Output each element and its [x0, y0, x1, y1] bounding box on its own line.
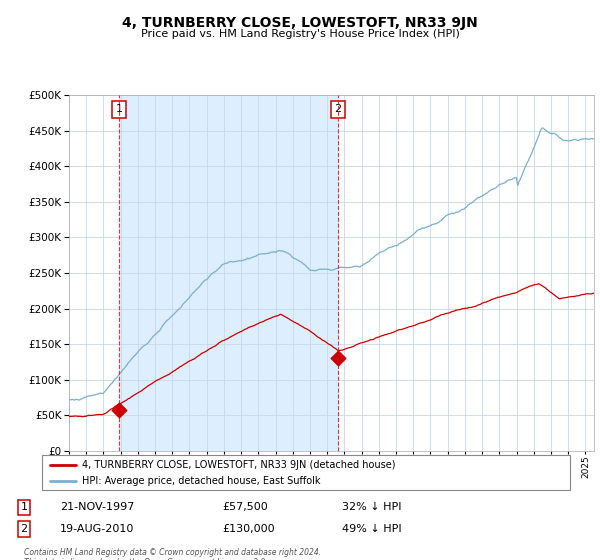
Text: HPI: Average price, detached house, East Suffolk: HPI: Average price, detached house, East…	[82, 475, 320, 486]
Text: 21-NOV-1997: 21-NOV-1997	[60, 502, 134, 512]
Text: £130,000: £130,000	[222, 524, 275, 534]
Text: 1: 1	[20, 502, 28, 512]
Point	[333, 354, 343, 363]
Point	[114, 405, 124, 414]
FancyBboxPatch shape	[42, 455, 570, 490]
Text: 1: 1	[115, 104, 122, 114]
Text: Price paid vs. HM Land Registry's House Price Index (HPI): Price paid vs. HM Land Registry's House …	[140, 29, 460, 39]
Text: 19-AUG-2010: 19-AUG-2010	[60, 524, 134, 534]
Text: 4, TURNBERRY CLOSE, LOWESTOFT, NR33 9JN: 4, TURNBERRY CLOSE, LOWESTOFT, NR33 9JN	[122, 16, 478, 30]
Text: 4, TURNBERRY CLOSE, LOWESTOFT, NR33 9JN (detached house): 4, TURNBERRY CLOSE, LOWESTOFT, NR33 9JN …	[82, 460, 395, 470]
Text: £57,500: £57,500	[222, 502, 268, 512]
Bar	[119, 95, 338, 451]
Text: 2: 2	[334, 104, 341, 114]
Text: 32% ↓ HPI: 32% ↓ HPI	[342, 502, 401, 512]
Text: 2: 2	[20, 524, 28, 534]
Text: Contains HM Land Registry data © Crown copyright and database right 2024.
This d: Contains HM Land Registry data © Crown c…	[24, 548, 321, 560]
Text: 49% ↓ HPI: 49% ↓ HPI	[342, 524, 401, 534]
